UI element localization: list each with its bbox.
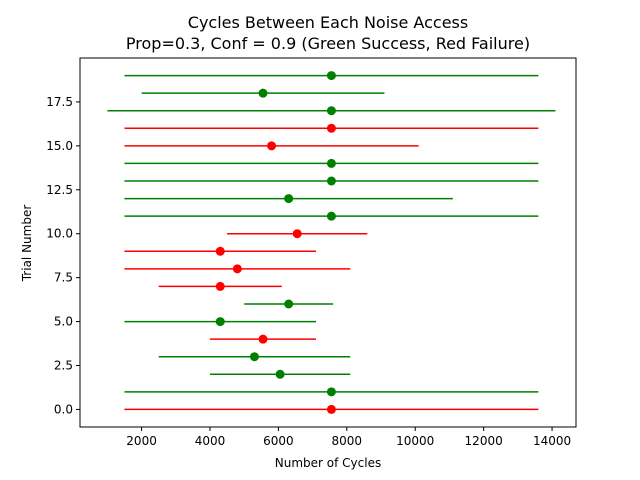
point-trial-1 [326, 387, 336, 397]
point-trial-7 [215, 281, 225, 291]
y-axis-label: Trial Number [20, 205, 34, 283]
x-tick-label: 14000 [533, 434, 571, 448]
point-trial-16 [326, 123, 336, 133]
point-trial-8 [232, 264, 242, 274]
y-tick-label: 5.0 [54, 315, 73, 329]
plot-marks [107, 71, 556, 414]
point-trial-13 [326, 176, 336, 186]
y-tick-label: 0.0 [54, 402, 73, 416]
x-tick-label: 4000 [195, 434, 226, 448]
point-trial-3 [249, 352, 259, 362]
x-tick-label: 12000 [465, 434, 503, 448]
point-trial-5 [215, 317, 225, 327]
point-trial-0 [326, 404, 336, 414]
point-trial-18 [258, 88, 268, 98]
y-tick-label: 12.5 [46, 183, 73, 197]
point-trial-15 [267, 141, 277, 151]
y-tick-label: 10.0 [46, 227, 73, 241]
y-tick-label: 17.5 [46, 95, 73, 109]
point-trial-2 [275, 369, 285, 379]
point-trial-4 [258, 334, 268, 344]
x-axis-label: Number of Cycles [275, 456, 381, 470]
x-tick-label: 8000 [332, 434, 363, 448]
y-tick-label: 2.5 [54, 359, 73, 373]
x-axis: 2000 4000 6000 8000 10000 12000 14000 [126, 427, 571, 448]
point-trial-6 [284, 299, 294, 309]
chart-title: Cycles Between Each Noise Access [188, 13, 468, 32]
point-trial-17 [326, 106, 336, 116]
point-trial-9 [215, 246, 225, 256]
plot-frame [79, 57, 577, 428]
point-trial-14 [326, 158, 336, 168]
x-tick-label: 6000 [263, 434, 294, 448]
y-tick-label: 15.0 [46, 139, 73, 153]
point-trial-12 [284, 194, 294, 204]
point-trial-10 [292, 229, 302, 239]
chart-subtitle: Prop=0.3, Conf = 0.9 (Green Success, Red… [126, 34, 530, 53]
point-trial-19 [326, 71, 336, 81]
x-tick-label: 10000 [396, 434, 434, 448]
y-tick-label: 7.5 [54, 271, 73, 285]
x-tick-label: 2000 [126, 434, 157, 448]
y-axis: 0.0 2.5 5.0 7.5 10.0 12.5 15.0 17.5 [46, 95, 80, 416]
point-trial-11 [326, 211, 336, 221]
